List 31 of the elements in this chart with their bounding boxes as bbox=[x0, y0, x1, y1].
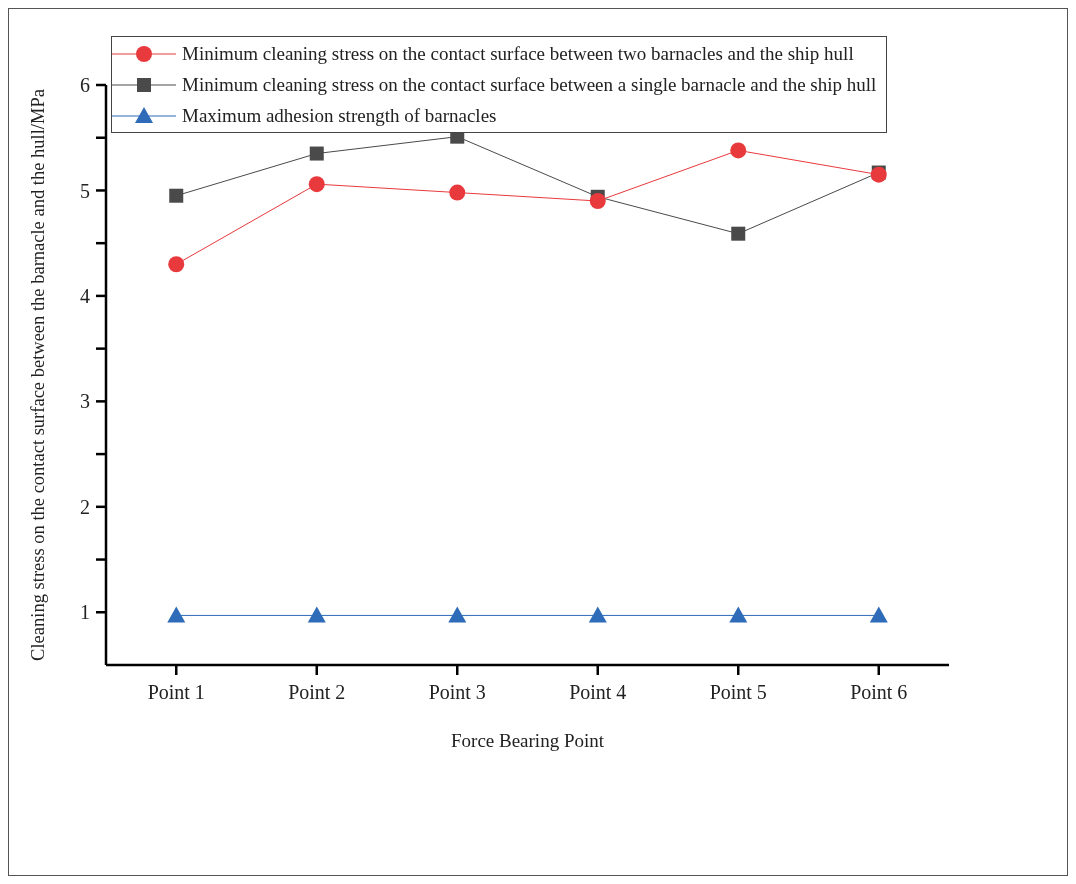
point bbox=[167, 606, 186, 623]
y-tick-label: 3 bbox=[80, 390, 90, 413]
y-tick-label: 6 bbox=[80, 74, 90, 97]
point bbox=[869, 606, 888, 623]
x-axis-title: Force Bearing Point bbox=[450, 730, 605, 751]
point bbox=[729, 606, 748, 623]
y-tick-label: 1 bbox=[80, 601, 90, 624]
point bbox=[588, 606, 607, 623]
point bbox=[449, 184, 466, 201]
point bbox=[169, 188, 184, 203]
x-tick-label: Point 5 bbox=[709, 681, 767, 704]
y-axis-title: Cleaning stress on the contact surface between the barnacle and the hull/MPa bbox=[27, 89, 48, 661]
point bbox=[589, 193, 606, 209]
point bbox=[308, 176, 325, 193]
y-tick-label: 2 bbox=[80, 495, 90, 518]
y-tick-label: 5 bbox=[80, 179, 90, 202]
x-tick-label: Point 2 bbox=[288, 681, 346, 704]
point bbox=[730, 142, 747, 159]
legend-label: Minimum cleaning stress on the contact surface between two barnacles and the ship hull bbox=[182, 42, 854, 66]
x-tick-label: Point 4 bbox=[569, 681, 627, 704]
point bbox=[448, 606, 467, 623]
x-tick-label: Point 6 bbox=[850, 681, 908, 704]
legend-label: Maximum adhesion strength of barnacles bbox=[182, 104, 497, 128]
point bbox=[168, 256, 185, 273]
x-tick-label: Point 3 bbox=[428, 681, 486, 704]
point bbox=[307, 606, 326, 623]
y-tick-label: 4 bbox=[80, 285, 90, 308]
x-tick-label: Point 1 bbox=[147, 681, 205, 704]
point bbox=[309, 146, 324, 161]
legend-label: Minimum cleaning stress on the contact surface between a single barnacle and the ship hull bbox=[182, 73, 877, 97]
point bbox=[731, 226, 746, 241]
